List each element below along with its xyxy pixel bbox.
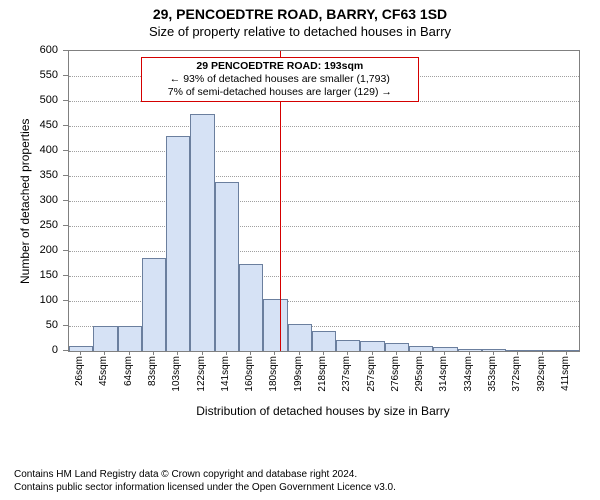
x-axis-title: Distribution of detached houses by size … — [68, 404, 578, 418]
histogram-bar — [263, 299, 287, 352]
annotation-line-smaller: ← 93% of detached houses are smaller (1,… — [145, 73, 415, 86]
x-tick-label: 334sqm — [463, 356, 474, 392]
footer-line-2: Contains public sector information licen… — [14, 482, 396, 495]
histogram-bar — [118, 326, 142, 351]
histogram-bar — [239, 264, 263, 352]
x-tick-label: 411sqm — [560, 356, 571, 391]
y-grid-line — [69, 176, 579, 177]
y-tick-mark — [63, 75, 68, 76]
histogram-bar — [530, 350, 554, 351]
y-tick-label: 600 — [0, 44, 58, 56]
histogram-bar — [93, 326, 117, 351]
x-tick-label: 237sqm — [341, 356, 352, 392]
x-tick-label: 83sqm — [147, 356, 158, 386]
y-tick-label: 400 — [0, 144, 58, 156]
histogram-bar — [142, 258, 166, 352]
y-tick-label: 500 — [0, 94, 58, 106]
y-tick-mark — [63, 225, 68, 226]
histogram-bar — [69, 346, 93, 351]
x-tick-label: 199sqm — [293, 356, 304, 392]
y-tick-mark — [63, 325, 68, 326]
x-tick-label: 26sqm — [74, 356, 85, 386]
histogram-bar — [288, 324, 312, 352]
y-tick-label: 300 — [0, 194, 58, 206]
histogram-bar — [312, 331, 336, 351]
histogram-bar — [409, 346, 433, 351]
histogram-bar — [482, 349, 506, 351]
histogram-bar — [385, 343, 409, 352]
page-root: { "titles": { "address": "29, PENCOEDTRE… — [0, 0, 600, 500]
y-grid-line — [69, 151, 579, 152]
x-tick-label: 180sqm — [268, 356, 279, 392]
histogram-bar — [506, 350, 530, 352]
y-tick-label: 150 — [0, 269, 58, 281]
footer-attribution: Contains HM Land Registry data © Crown c… — [14, 469, 396, 494]
x-tick-label: 141sqm — [220, 356, 231, 392]
x-tick-label: 257sqm — [366, 356, 377, 392]
x-tick-label: 372sqm — [511, 356, 522, 392]
x-tick-label: 295sqm — [414, 356, 425, 392]
x-tick-label: 64sqm — [123, 356, 134, 386]
y-tick-label: 250 — [0, 219, 58, 231]
histogram-bar — [555, 350, 579, 351]
y-tick-mark — [63, 200, 68, 201]
y-tick-mark — [63, 50, 68, 51]
y-tick-mark — [63, 125, 68, 126]
y-grid-line — [69, 251, 579, 252]
x-tick-label: 45sqm — [98, 356, 109, 386]
y-tick-mark — [63, 300, 68, 301]
y-grid-line — [69, 201, 579, 202]
page-title-subtitle: Size of property relative to detached ho… — [0, 24, 600, 39]
y-tick-label: 0 — [0, 344, 58, 356]
histogram-bar — [433, 347, 457, 351]
annotation-box: 29 PENCOEDTRE ROAD: 193sqm← 93% of detac… — [141, 57, 419, 102]
y-tick-mark — [63, 175, 68, 176]
annotation-title: 29 PENCOEDTRE ROAD: 193sqm — [145, 60, 415, 73]
y-tick-mark — [63, 100, 68, 101]
x-tick-label: 392sqm — [536, 356, 547, 392]
y-tick-label: 100 — [0, 294, 58, 306]
annotation-line-larger: 7% of semi-detached houses are larger (1… — [145, 86, 415, 99]
x-tick-label: 314sqm — [438, 356, 449, 392]
y-tick-mark — [63, 250, 68, 251]
y-tick-label: 350 — [0, 169, 58, 181]
plot-area: 29 PENCOEDTRE ROAD: 193sqm← 93% of detac… — [68, 50, 580, 352]
y-grid-line — [69, 226, 579, 227]
histogram-bar — [458, 349, 482, 352]
y-tick-label: 200 — [0, 244, 58, 256]
histogram-bar — [215, 182, 239, 351]
histogram-bar — [360, 341, 384, 351]
x-tick-label: 353sqm — [487, 356, 498, 392]
y-grid-line — [69, 126, 579, 127]
y-tick-mark — [63, 350, 68, 351]
y-tick-label: 550 — [0, 69, 58, 81]
y-tick-label: 50 — [0, 319, 58, 331]
x-tick-label: 160sqm — [244, 356, 255, 392]
x-tick-label: 122sqm — [196, 356, 207, 392]
x-tick-label: 218sqm — [317, 356, 328, 392]
histogram-bar — [166, 136, 190, 351]
x-tick-label: 276sqm — [390, 356, 401, 392]
footer-line-1: Contains HM Land Registry data © Crown c… — [14, 469, 396, 482]
y-tick-mark — [63, 150, 68, 151]
chart-container: 29 PENCOEDTRE ROAD: 193sqm← 93% of detac… — [0, 42, 600, 422]
page-title-address: 29, PENCOEDTRE ROAD, BARRY, CF63 1SD — [0, 6, 600, 22]
y-tick-mark — [63, 275, 68, 276]
y-tick-label: 450 — [0, 119, 58, 131]
histogram-bar — [336, 340, 360, 351]
histogram-bar — [190, 114, 214, 352]
x-tick-label: 103sqm — [171, 356, 182, 392]
